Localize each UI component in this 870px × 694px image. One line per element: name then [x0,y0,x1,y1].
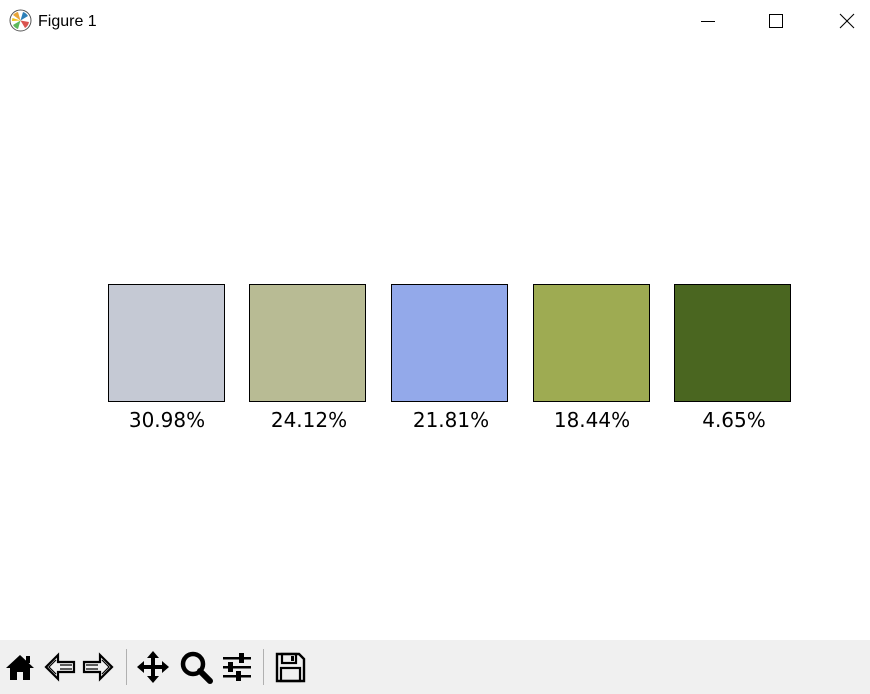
color-swatch-3 [391,284,508,402]
forward-button[interactable] [80,649,116,685]
swatch-label-1: 30.98% [128,408,206,432]
minimize-button[interactable] [685,0,731,42]
minimize-icon [701,21,715,22]
configure-subplots-button[interactable] [219,649,255,685]
back-button[interactable] [42,649,78,685]
color-swatch-4 [533,284,650,402]
toolbar-separator [263,649,264,685]
close-icon [839,13,855,29]
pan-move-icon [137,651,169,683]
swatch-label-2: 24.12% [270,408,348,432]
zoom-magnifier-icon [180,651,213,684]
color-swatch-5 [674,284,791,402]
forward-arrow-icon [82,652,114,682]
navigation-toolbar [0,640,870,694]
swatch-label-3: 21.81% [412,408,490,432]
figure-canvas[interactable]: 30.98% 24.12% 21.81% 18.44% 4.65% [0,42,870,640]
matplotlib-logo-icon [9,9,32,32]
save-button[interactable] [272,649,308,685]
home-button[interactable] [2,649,38,685]
configure-subplots-icon [223,653,251,681]
home-icon [6,655,34,680]
zoom-button[interactable] [178,649,214,685]
pan-button[interactable] [135,649,171,685]
save-floppy-icon [275,652,306,683]
maximize-button[interactable] [753,0,799,42]
color-swatch-1 [108,284,225,402]
toolbar-separator [126,649,127,685]
close-button[interactable] [824,0,870,42]
title-bar: Figure 1 [0,0,870,42]
back-arrow-icon [44,652,76,682]
maximize-icon [769,14,783,28]
window-title: Figure 1 [38,13,97,30]
swatch-label-5: 4.65% [702,408,766,432]
color-swatch-2 [249,284,366,402]
swatch-label-4: 18.44% [553,408,631,432]
